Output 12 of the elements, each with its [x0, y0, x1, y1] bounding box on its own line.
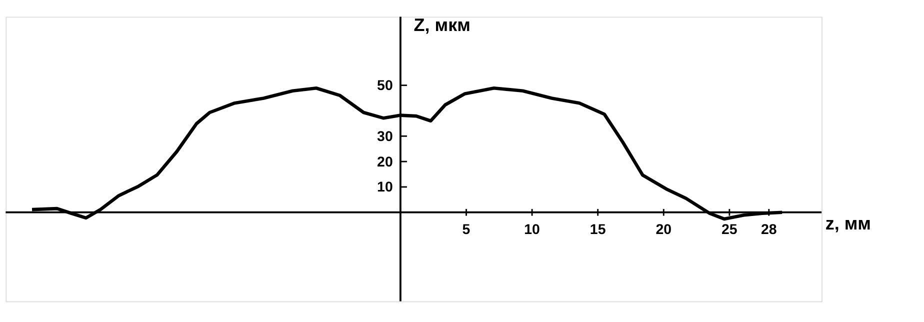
x-axis-title: z, мм [825, 213, 872, 234]
y-tick-label: 10 [377, 180, 393, 196]
x-tick-label: 20 [656, 222, 672, 238]
x-tick-label: 5 [462, 222, 470, 238]
y-tick-label: 50 [377, 78, 393, 94]
x-tick-label: 10 [524, 222, 540, 238]
y-tick-label: 30 [377, 128, 393, 145]
x-tick-label: 28 [760, 222, 777, 238]
y-tick-label: 20 [377, 154, 393, 170]
x-tick-label: 15 [590, 222, 606, 238]
x-tick-label: 25 [722, 222, 738, 238]
y-axis-title: Z, мкм [414, 14, 470, 35]
